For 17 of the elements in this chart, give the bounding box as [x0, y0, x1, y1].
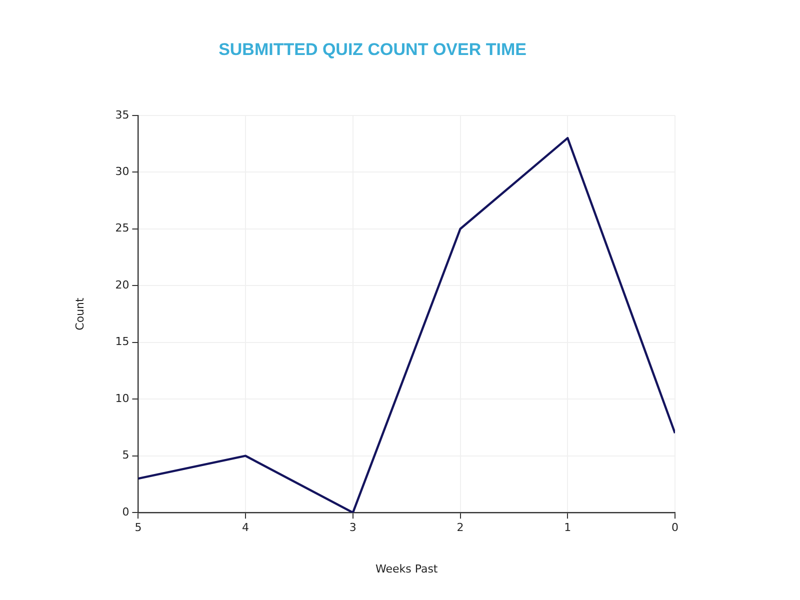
y-tick-label: 10: [115, 392, 130, 405]
x-axis-title: Weeks Past: [375, 562, 438, 576]
x-tick-label: 1: [564, 521, 572, 534]
y-tick-label: 0: [122, 505, 130, 518]
x-tick-label: 2: [456, 521, 464, 534]
x-tick-label: 3: [349, 521, 356, 534]
y-tick-label: 30: [115, 165, 130, 178]
y-tick-label: 25: [115, 222, 130, 235]
y-tick-label: 5: [122, 448, 130, 462]
x-tick-label: 5: [134, 521, 142, 534]
y-tick-label: 15: [115, 335, 130, 348]
y-tick-label: 35: [115, 108, 130, 122]
x-tick-label: 0: [672, 521, 678, 534]
y-tick-label: 20: [115, 278, 130, 292]
x-tick-label: 4: [242, 521, 250, 534]
y-axis-title: Count: [73, 296, 86, 330]
chart-title: SUBMITTED QUIZ COUNT OVER TIME: [218, 40, 526, 59]
